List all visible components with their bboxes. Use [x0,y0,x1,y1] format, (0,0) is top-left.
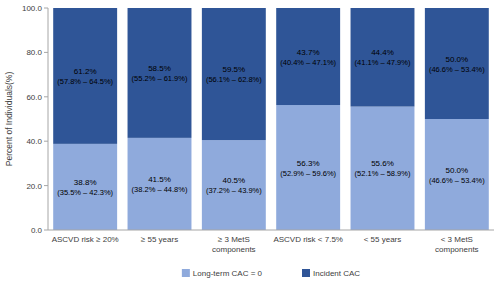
x-tick-label: < 3 MetScomponents [435,235,479,254]
y-tick-label: 20.0 [26,182,42,191]
y-tick-label: 60.0 [26,93,42,102]
data-label: 41.5% [148,175,171,184]
x-tick-label: ≥ 55 years [141,235,178,244]
y-tick [44,141,48,142]
data-label: 59.5% [222,65,245,74]
data-label: 44.4% [371,48,394,57]
ci-label: (52.1% – 58.9%) [355,169,411,178]
y-tick-label: 0.0 [31,226,43,235]
x-tick-label: < 55 years [364,235,402,244]
legend-swatch [302,269,310,277]
bar [202,8,266,140]
ci-label: (41.1% – 47.9%) [355,58,411,67]
bar [202,140,266,230]
legend: Long-term CAC = 0 Incident CAC [182,269,360,278]
bars [53,8,489,230]
data-labels: 38.8%(35.5% – 42.3%) 61.2%(57.8% – 64.5%)… [57,48,485,197]
data-label: 50.0% [445,55,468,64]
bar [128,8,192,138]
data-label: 55.6% [371,159,394,168]
ci-label: (46.6% – 53.4%) [429,65,485,74]
x-tick-label: ASCVD risk ≥ 20% [52,235,119,244]
data-label: 58.5% [148,64,171,73]
legend-label: Long-term CAC = 0 [193,269,263,278]
data-label: 61.2% [74,67,97,76]
data-label: 40.5% [222,176,245,185]
y-tick-label: 80.0 [26,48,42,57]
ci-label: (37.2% – 43.9%) [206,186,262,195]
ci-label: (56.1% – 62.8%) [206,75,262,84]
chart: 38.8%(35.5% – 42.3%) 61.2%(57.8% – 64.5%)… [0,0,500,285]
x-axis [48,230,494,231]
ci-label: (40.4% – 47.1%) [280,58,336,67]
x-tick-label: ASCVD risk < 7.5% [273,235,343,244]
bar [128,138,192,230]
bar [276,105,340,230]
y-tick [44,185,48,186]
bar [425,8,489,119]
y-axis-label: Percent of Individuals(%) [4,72,14,167]
bar [351,8,415,107]
bar [276,8,340,105]
data-label: 56.3% [297,159,320,168]
y-tick [44,8,48,9]
y-axis [48,8,49,230]
y-tick [44,230,48,231]
data-label: 38.8% [74,178,97,187]
bar [53,144,117,230]
ci-label: (38.2% – 44.8%) [132,185,188,194]
x-tick-label: ≥ 3 MetScomponents [212,235,256,254]
data-label: 43.7% [297,48,320,57]
y-tick [44,52,48,53]
y-tick-label: 100.0 [22,4,43,13]
ci-label: (35.5% – 42.3%) [57,188,113,197]
bar [425,119,489,230]
y-tick-label: 40.0 [26,137,42,146]
bar [53,8,117,144]
ci-label: (52.9% – 59.6%) [280,169,336,178]
y-tick [44,96,48,97]
data-label: 50.0% [445,166,468,175]
ci-label: (46.6% – 53.4%) [429,176,485,185]
ci-label: (55.2% – 61.9%) [132,74,188,83]
bar [351,107,415,230]
legend-label: Incident CAC [313,269,360,278]
ci-label: (57.8% – 64.5%) [57,77,113,86]
legend-swatch [182,269,190,277]
